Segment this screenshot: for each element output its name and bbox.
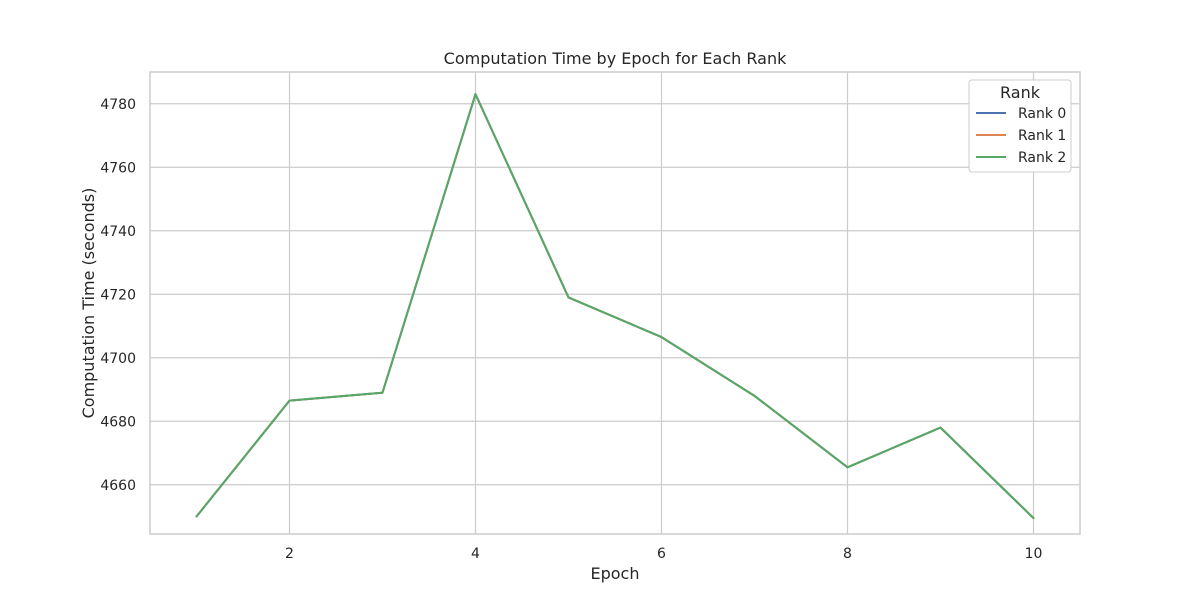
series-layer (195, 93, 1035, 520)
legend-items: Rank 0 Rank 1 Rank 2 (976, 106, 1066, 166)
legend-label-rank-2: Rank 2 (1018, 150, 1066, 166)
legend-label-rank-0: Rank 0 (1018, 106, 1066, 122)
legend-title: Rank (1000, 83, 1041, 102)
x-tick-label: 8 (843, 546, 852, 562)
y-tick-label: 4660 (100, 478, 136, 494)
y-tick-label: 4680 (100, 414, 136, 430)
x-tick-label: 10 (1025, 546, 1043, 562)
plot-frame (149, 71, 1081, 535)
series-line-rank-1 (195, 93, 1035, 520)
legend-label-rank-1: Rank 1 (1018, 128, 1066, 144)
x-tick-label: 4 (471, 546, 480, 562)
y-tick-labels: 4660 4680 4700 4720 4740 4760 4780 (100, 97, 136, 494)
x-tick-label: 2 (285, 546, 294, 562)
y-tick-label: 4740 (100, 224, 136, 240)
y-axis-label: Computation Time (seconds) (79, 188, 98, 419)
grid-layer (150, 72, 1080, 534)
series-line-rank-2 (195, 93, 1035, 520)
y-tick-label: 4700 (100, 351, 136, 367)
y-tick-label: 4760 (100, 160, 136, 176)
legend: Rank Rank 0 Rank 1 Rank 2 (968, 79, 1072, 173)
legend-box (968, 79, 1072, 173)
x-tick-label: 6 (657, 546, 666, 562)
series-line-rank-0 (195, 93, 1035, 520)
x-tick-labels: 2 4 6 8 10 (285, 546, 1042, 562)
chart-title: Computation Time by Epoch for Each Rank (444, 49, 787, 68)
y-tick-label: 4720 (100, 287, 136, 303)
y-tick-label: 4780 (100, 97, 136, 113)
x-axis-label: Epoch (591, 564, 640, 583)
